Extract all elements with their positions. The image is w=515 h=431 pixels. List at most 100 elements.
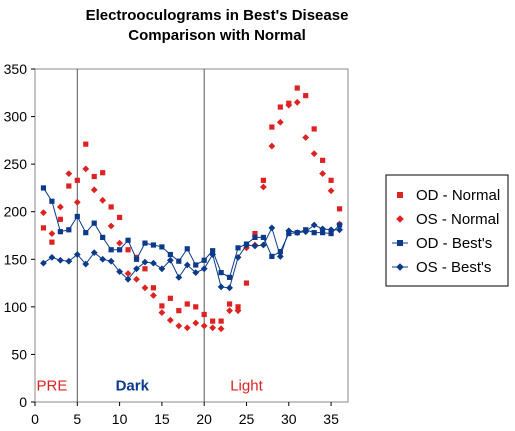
data-point-os-best-s bbox=[268, 224, 276, 232]
data-point-os-best-s bbox=[217, 283, 225, 291]
data-point-od-normal bbox=[83, 141, 89, 147]
x-tick-label: 10 bbox=[112, 411, 128, 427]
data-point-os-best-s bbox=[107, 257, 115, 265]
data-point-os-best-s bbox=[276, 253, 284, 260]
data-point-od-normal bbox=[176, 308, 182, 314]
legend-marker-os-best-s bbox=[396, 263, 404, 271]
data-point-os-best-s bbox=[327, 226, 335, 234]
data-point-os-best-s bbox=[124, 275, 132, 283]
data-point-os-normal bbox=[302, 134, 310, 141]
data-point-od-normal bbox=[260, 177, 267, 183]
data-point-os-best-s bbox=[302, 228, 310, 236]
data-point-os-best-s bbox=[319, 225, 327, 233]
data-point-os-best-s bbox=[133, 265, 140, 273]
data-point-os-best-s bbox=[175, 273, 183, 281]
y-tick-label: 150 bbox=[4, 251, 28, 267]
data-point-od-normal bbox=[252, 230, 258, 237]
data-point-os-normal bbox=[99, 196, 107, 204]
data-point-od-best-s bbox=[49, 198, 55, 204]
data-point-os-normal bbox=[158, 309, 166, 316]
data-point-os-normal bbox=[133, 275, 140, 283]
data-point-od-best-s bbox=[176, 258, 182, 264]
data-point-od-best-s bbox=[167, 251, 173, 258]
data-point-od-normal bbox=[108, 204, 114, 210]
data-point-os-best-s bbox=[141, 258, 149, 266]
data-point-od-normal bbox=[218, 318, 224, 324]
data-point-od-best-s bbox=[252, 234, 258, 241]
data-point-od-normal bbox=[269, 124, 275, 130]
data-point-os-normal bbox=[175, 322, 183, 330]
data-point-od-normal bbox=[116, 214, 123, 221]
data-point-os-best-s bbox=[90, 249, 98, 257]
plot-area: 0 50 100 150 200 250 300 350 0 5 10 15 20 25 30 35 PRE Da… bbox=[4, 61, 349, 427]
data-point-os-best-s bbox=[99, 255, 107, 263]
data-point-os-normal bbox=[116, 239, 123, 247]
data-point-od-normal bbox=[125, 247, 131, 253]
x-tick-label: 25 bbox=[239, 411, 255, 427]
y-tick-label: 0 bbox=[19, 394, 27, 410]
data-point-os-best-s bbox=[65, 257, 73, 265]
y-tick-label: 50 bbox=[11, 346, 27, 362]
y-tick-label: 200 bbox=[4, 204, 28, 220]
data-point-os-best-s bbox=[251, 242, 259, 250]
data-point-od-best-s bbox=[210, 248, 216, 254]
data-point-od-best-s bbox=[269, 253, 275, 260]
data-point-os-normal bbox=[56, 203, 64, 211]
chart-title-line-1: Electrooculograms in Best's Disease bbox=[86, 7, 349, 24]
data-point-os-normal bbox=[200, 322, 208, 330]
data-point-od-normal bbox=[201, 311, 207, 318]
phase-label: PRE bbox=[36, 378, 67, 395]
data-point-od-best-s bbox=[201, 257, 207, 263]
data-point-os-normal bbox=[192, 319, 200, 327]
data-point-od-best-s bbox=[40, 185, 47, 191]
data-point-od-normal bbox=[294, 85, 300, 91]
data-point-os-normal bbox=[276, 118, 284, 126]
data-point-od-normal bbox=[167, 295, 173, 301]
data-point-od-normal bbox=[91, 173, 97, 180]
data-point-od-normal bbox=[142, 266, 148, 272]
data-point-od-normal bbox=[193, 304, 199, 310]
legend-marker-od-best-s bbox=[397, 240, 403, 246]
x-tick-label: 5 bbox=[73, 411, 81, 427]
data-point-os-normal bbox=[327, 187, 335, 195]
plot-frame bbox=[34, 68, 349, 403]
data-point-od-best-s bbox=[235, 245, 241, 251]
legend-label-os-normal: OS - Normal bbox=[416, 211, 499, 228]
data-point-os-normal bbox=[166, 316, 174, 324]
y-tick-label: 250 bbox=[4, 156, 28, 172]
data-point-os-best-s bbox=[73, 251, 81, 258]
data-point-os-normal bbox=[40, 209, 47, 217]
data-point-od-best-s bbox=[336, 222, 343, 228]
x-tick-label: 15 bbox=[154, 411, 170, 427]
data-point-os-best-s bbox=[166, 256, 174, 264]
data-point-od-normal bbox=[159, 303, 165, 309]
data-point-od-normal bbox=[57, 216, 63, 222]
data-point-os-best-s bbox=[226, 284, 233, 292]
data-point-os-normal bbox=[183, 324, 191, 332]
data-point-os-normal bbox=[234, 307, 242, 315]
data-point-os-best-s bbox=[260, 241, 267, 249]
data-point-od-normal bbox=[311, 126, 317, 132]
data-point-od-normal bbox=[328, 177, 334, 183]
data-point-os-normal bbox=[73, 198, 81, 206]
data-point-od-best-s bbox=[91, 220, 97, 226]
data-point-od-normal bbox=[100, 170, 106, 176]
data-point-od-best-s bbox=[66, 227, 72, 233]
data-point-od-best-s bbox=[260, 234, 267, 241]
chart-title-line-2: Comparison with Normal bbox=[128, 27, 306, 44]
data-point-os-normal bbox=[217, 325, 225, 333]
data-point-os-best-s bbox=[209, 251, 217, 258]
x-tick-label: 0 bbox=[31, 411, 39, 427]
data-point-od-best-s bbox=[116, 247, 123, 253]
data-point-od-best-s bbox=[142, 240, 148, 246]
data-point-os-best-s bbox=[48, 253, 56, 261]
data-point-os-best-s bbox=[293, 229, 301, 237]
data-point-os-normal bbox=[82, 165, 90, 173]
legend-label-os-best-s: OS - Best's bbox=[416, 259, 491, 276]
data-point-od-normal bbox=[226, 301, 233, 307]
data-point-od-best-s bbox=[193, 262, 199, 268]
data-point-od-best-s bbox=[125, 237, 131, 243]
data-point-os-best-s bbox=[82, 260, 90, 268]
legend-label-od-best-s: OD - Best's bbox=[416, 235, 492, 252]
data-point-os-best-s bbox=[336, 226, 343, 234]
